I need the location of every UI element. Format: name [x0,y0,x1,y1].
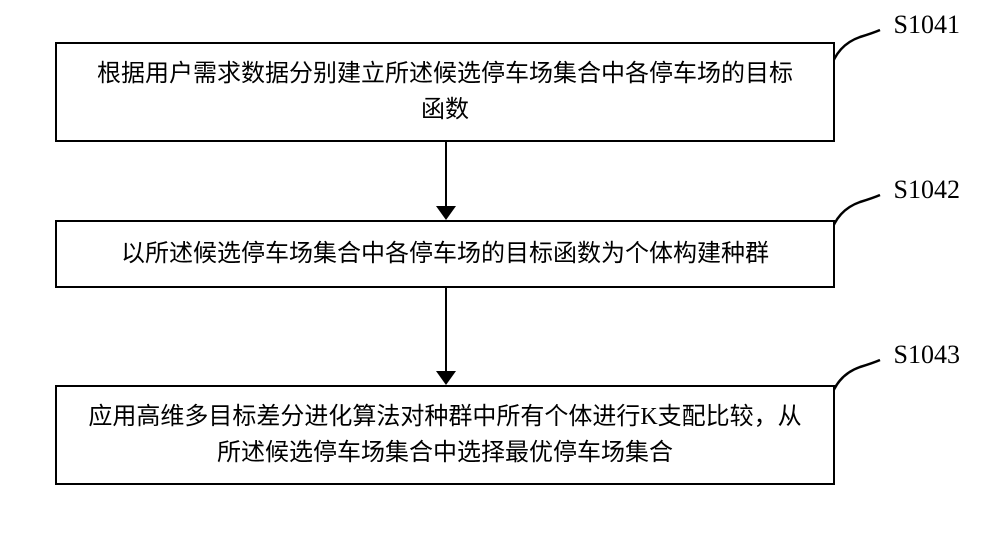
arrow-head-1 [436,206,456,220]
step-label-1: S1041 [894,10,960,40]
connector-line-2 [445,288,447,371]
step-text-3: 应用高维多目标差分进化算法对种群中所有个体进行K支配比较，从所述候选停车场集合中… [87,399,803,471]
step-text-2: 以所述候选停车场集合中各停车场的目标函数为个体构建种群 [121,236,769,272]
step-text-1: 根据用户需求数据分别建立所述候选停车场集合中各停车场的目标函数 [87,56,803,128]
arrow-head-2 [436,371,456,385]
connector-line-1 [445,142,447,206]
step-label-2: S1042 [894,175,960,205]
step-label-3: S1043 [894,340,960,370]
step-box-2: 以所述候选停车场集合中各停车场的目标函数为个体构建种群 [55,220,835,288]
step-box-1: 根据用户需求数据分别建立所述候选停车场集合中各停车场的目标函数 [55,42,835,142]
step-box-3: 应用高维多目标差分进化算法对种群中所有个体进行K支配比较，从所述候选停车场集合中… [55,385,835,485]
flowchart-container: S1041 根据用户需求数据分别建立所述候选停车场集合中各停车场的目标函数 S1… [0,0,1000,539]
